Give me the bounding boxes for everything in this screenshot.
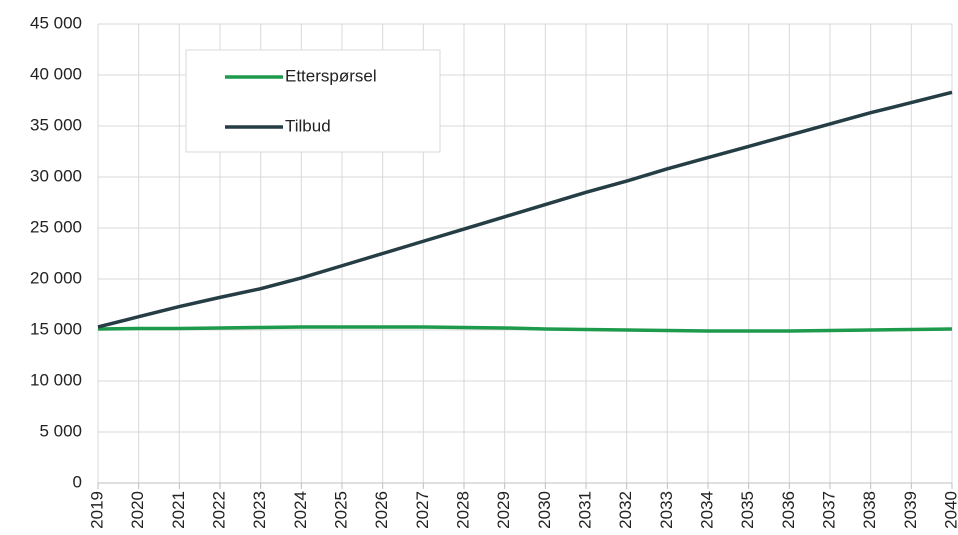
series-line (97, 325, 953, 333)
x-tick-label: 2029 (494, 491, 513, 529)
legend: Etterspørsel Tilbud (185, 49, 441, 153)
x-tick-label: 2023 (250, 491, 269, 529)
x-tick-label: 2024 (291, 491, 310, 529)
legend-box (185, 49, 441, 153)
y-tick-label: 10 000 (30, 370, 82, 389)
y-tick-label: 5 000 (39, 421, 82, 440)
x-tick-label: 2021 (169, 491, 188, 529)
x-tick-label: 2028 (453, 491, 472, 529)
x-tick-label: 2037 (819, 491, 838, 529)
y-tick-label: 30 000 (30, 166, 82, 185)
x-tick-label: 2039 (901, 491, 920, 529)
x-tick-label: 2034 (697, 491, 716, 529)
x-tick-label: 2025 (331, 491, 350, 529)
y-tick-label: 20 000 (30, 268, 82, 287)
x-tick-label: 2035 (738, 491, 757, 529)
y-tick-label: 15 000 (30, 319, 82, 338)
y-tick-label: 0 (73, 472, 82, 491)
x-tick-label: 2019 (87, 491, 106, 529)
x-tick-label: 2036 (779, 491, 798, 529)
x-tick-label: 2032 (616, 491, 635, 529)
y-tick-label: 45 000 (30, 13, 82, 32)
y-tick-label: 25 000 (30, 217, 82, 236)
x-tick-label: 2020 (128, 491, 147, 529)
x-tick-label: 2040 (941, 491, 958, 529)
legend-label: Tilbud (285, 116, 331, 135)
x-tick-label: 2030 (535, 491, 554, 529)
series-line (97, 90, 953, 329)
x-tick-label: 2027 (413, 491, 432, 529)
x-tick-label: 2038 (860, 491, 879, 529)
y-tick-label: 40 000 (30, 64, 82, 83)
x-tick-label: 2026 (372, 491, 391, 529)
x-tick-label: 2031 (575, 491, 594, 529)
y-tick-label: 35 000 (30, 115, 82, 134)
x-tick-label: 2022 (209, 491, 228, 529)
x-tick-label: 2033 (657, 491, 676, 529)
legend-label: Etterspørsel (285, 66, 377, 85)
